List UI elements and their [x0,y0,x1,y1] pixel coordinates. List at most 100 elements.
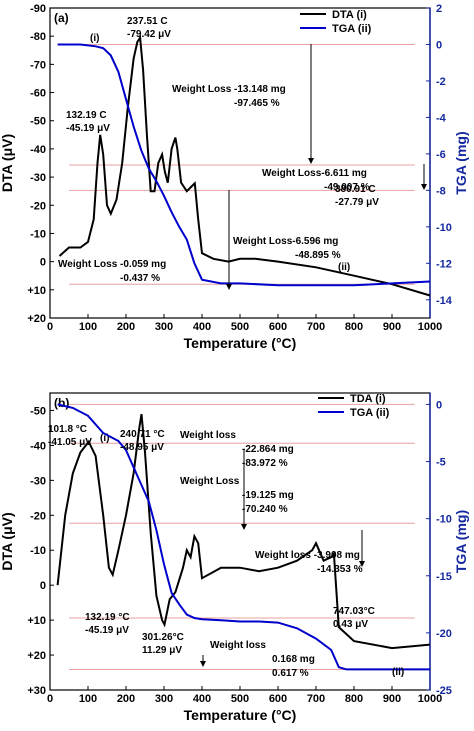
weight-loss-label: -97.465 % [234,98,280,109]
y-tick-label: -10 [30,545,46,557]
y-tick-label: -10 [30,228,46,240]
peak-annotation-value: 11.29 μV [142,645,182,656]
y2-tick-label: -12 [436,258,452,270]
y2-tick-label: 2 [436,3,442,15]
peak-annotation-value: -27.79 μV [335,197,379,208]
peak-annotation-temp: 380.91 C [335,184,376,195]
series-line-dta [58,34,431,297]
x-tick-label: 1000 [418,693,442,705]
y-tick-label: -30 [30,172,46,184]
y-tick-label: -70 [30,59,46,71]
y2-tick-label: -15 [436,571,452,583]
weight-loss-label: Weight loss [180,430,236,441]
peak-annotation-value: -48.95 μV [120,442,164,453]
peak-annotation-temp: 132.19 C [66,110,107,121]
weight-loss-label: 0.617 % [272,668,309,679]
y2-tick-label: -20 [436,628,452,640]
y-tick-label: -80 [30,31,46,43]
y2-tick-label: -10 [436,222,452,234]
x-tick-label: 400 [193,693,211,705]
peak-annotation-temp: 132.19 °C [85,612,130,623]
legend-entry: TGA (ii) [350,407,390,419]
y-tick-label: +10 [27,615,46,627]
weight-loss-label: Weight Loss-6.611 mg [262,168,367,179]
weight-loss-label: -83.972 % [242,458,288,469]
panel-label: (b) [54,396,69,410]
y-tick-label: -50 [30,116,46,128]
y-tick-label: -60 [30,88,46,100]
y-tick-label: -40 [30,144,46,156]
peak-annotation-temp: 237.51 C [127,16,168,27]
x-tick-label: 600 [269,693,287,705]
y2-tick-label: -5 [436,457,446,469]
weight-loss-label: 0.168 mg [272,654,315,665]
x-tick-label: 400 [193,321,211,333]
y2-tick-label: 0 [436,399,442,411]
x-tick-label: 900 [383,693,401,705]
y-tick-label: +20 [27,313,46,325]
x-tick-label: 500 [231,321,249,333]
y-tick-label: 0 [40,580,46,592]
y2-tick-label: -4 [436,112,447,124]
peak-annotation-value: -45.19 μV [66,123,110,134]
curve-label: (ii) [392,667,404,678]
arrow-head [200,661,206,667]
arrow-head [308,158,314,164]
weight-loss-label: Weight Loss -0.059 mg [58,259,166,270]
x-tick-label: 200 [117,321,135,333]
x-tick-label: 0 [47,693,53,705]
y-tick-label: -40 [30,440,46,452]
y-tick-label: 0 [40,257,46,269]
y2-tick-label: -10 [436,514,452,526]
y2-tick-label: -8 [436,185,446,197]
y-tick-label: -20 [30,200,46,212]
y2-tick-label: -6 [436,149,446,161]
panel-a: 0 100 200 300 400 500 600 700 800 900 1000-90-80-7… [0,3,469,351]
peak-annotation-value: -41.05 μV [48,437,92,448]
x-tick-label: 100 [79,321,97,333]
x-tick-label: 900 [383,321,401,333]
x-tick-label: 700 [307,693,325,705]
y-axis-label: DTA (μV) [0,134,15,192]
y-tick-label: -90 [30,3,46,15]
x-tick-label: 0 [47,321,53,333]
y-tick-label: +20 [27,650,46,662]
legend-entry: DTA (i) [332,9,367,21]
weight-loss-label: -19.125 mg [242,490,294,501]
x-tick-label: 700 [307,321,325,333]
x-tick-label: 500 [231,693,249,705]
y-tick-label: +30 [27,685,46,697]
x-axis-label: Temperature (°C) [184,707,297,723]
y2-axis-label: TGA (mg) [453,131,469,194]
weight-loss-label: -0.437 % [120,273,160,284]
y2-tick-label: -25 [436,685,452,697]
y2-tick-label: 0 [436,39,442,51]
x-tick-label: 300 [155,321,173,333]
x-tick-label: 800 [345,693,363,705]
peak-annotation-value: 0.43 μV [333,619,368,630]
arrow-head [241,524,247,530]
panel-b: 0 100 200 300 400 500 600 700 800 900 1000-50-40-3… [0,392,469,723]
weight-loss-label: -49.007 % [324,182,370,193]
y-tick-label: -50 [30,405,46,417]
weight-loss-label: Weight Loss -13.148 mg [172,84,286,95]
legend-entry: TDA (i) [350,393,386,405]
weight-loss-label: Weight Loss-6.596 mg [233,236,338,247]
arrow-head [359,561,365,567]
x-tick-label: 100 [79,693,97,705]
x-tick-label: 800 [345,321,363,333]
series-line-tga [57,43,431,287]
y2-tick-label: -2 [436,76,446,88]
x-tick-label: 200 [117,693,135,705]
weight-loss-label: Weight loss -3.908 mg [255,550,360,561]
y-tick-label: -20 [30,510,46,522]
y-axis-label: DTA (μV) [0,512,15,570]
x-tick-label: 1000 [418,321,442,333]
y2-axis-label: TGA (mg) [453,510,469,573]
peak-annotation-temp: 240.71 °C [120,429,165,440]
arrow-head [421,184,427,190]
legend-entry: TGA (ii) [332,23,372,35]
weight-loss-label: Weight Loss [180,476,240,487]
weight-loss-label: -70.240 % [242,504,288,515]
